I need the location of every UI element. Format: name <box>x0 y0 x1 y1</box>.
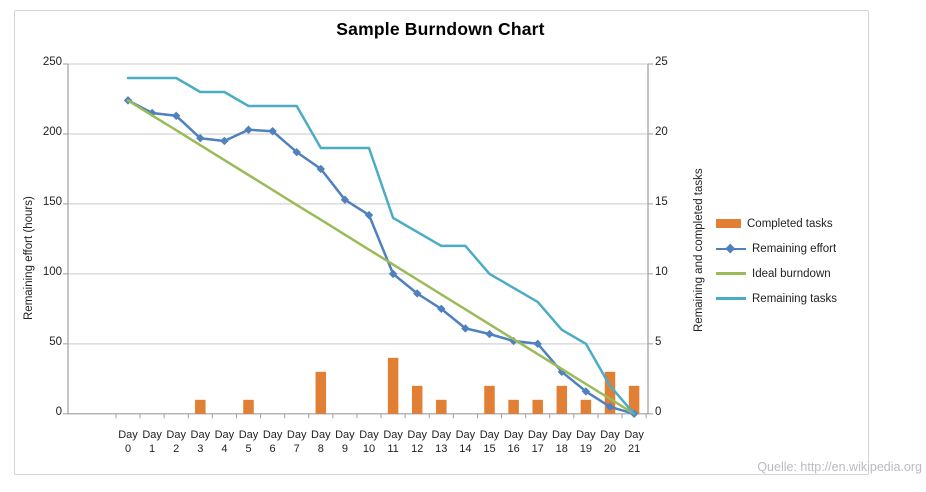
chart-frame <box>14 10 869 475</box>
bar-completed-tasks <box>484 385 495 414</box>
legend-swatch-line <box>716 272 746 275</box>
bar-completed-tasks <box>315 371 327 414</box>
line-ideal-burndown <box>126 99 636 416</box>
diamond-marker-icon <box>725 243 735 253</box>
bar-completed-tasks <box>195 399 206 414</box>
bar-completed-tasks <box>532 399 543 414</box>
marker-remaining-effort <box>172 111 181 120</box>
legend-item: Remaining tasks <box>716 286 837 311</box>
marker-remaining-effort <box>413 289 422 298</box>
legend-swatch-bar <box>716 219 741 228</box>
marker-remaining-effort <box>485 329 494 339</box>
legend-label: Remaining tasks <box>752 292 838 305</box>
chart-title: Sample Burndown Chart <box>336 19 545 39</box>
legend-item: Completed tasks <box>716 211 837 236</box>
marker-remaining-effort <box>533 339 542 349</box>
bar-completed-tasks <box>411 385 423 414</box>
bar-completed-tasks <box>508 399 519 414</box>
legend-swatch-line <box>716 297 746 300</box>
right-axis-title: Remaining and completed tasks <box>693 168 705 332</box>
legend-swatch-line-marker <box>716 243 746 254</box>
legend-item: Ideal burndown <box>716 261 837 286</box>
marker-remaining-effort <box>437 304 446 314</box>
legend-label: Completed tasks <box>747 217 833 230</box>
marker-remaining-effort <box>581 387 591 396</box>
marker-remaining-effort <box>388 269 398 279</box>
bar-completed-tasks <box>387 357 399 414</box>
marker-remaining-effort <box>268 126 277 136</box>
legend: Completed tasks Remaining effort Ideal bur… <box>716 211 837 311</box>
bar-completed-tasks <box>604 371 616 414</box>
legend-item: Remaining effort <box>716 236 837 261</box>
marker-remaining-effort <box>605 402 615 412</box>
marker-remaining-effort <box>292 147 301 157</box>
line-remaining-effort <box>126 99 636 416</box>
marker-remaining-effort <box>364 210 374 220</box>
marker-remaining-effort <box>244 125 253 134</box>
marker-remaining-effort <box>220 136 229 146</box>
source-note: Quelle: http://en.wikipedia.org <box>757 460 922 474</box>
marker-remaining-effort <box>316 164 325 174</box>
legend-label: Ideal burndown <box>752 267 831 280</box>
bar-completed-tasks <box>556 385 568 414</box>
line-remaining-tasks <box>126 76 636 416</box>
bar-completed-tasks <box>436 399 447 414</box>
bar-completed-tasks <box>243 399 254 414</box>
left-axis-title: Remaining effort (hours) <box>23 196 35 320</box>
marker-remaining-effort <box>557 367 566 377</box>
legend-label: Remaining effort <box>752 242 837 255</box>
bar-completed-tasks <box>628 385 640 414</box>
bar-completed-tasks <box>580 399 592 414</box>
marker-remaining-effort <box>461 324 470 333</box>
marker-remaining-effort <box>340 195 350 204</box>
marker-remaining-effort <box>196 133 205 143</box>
